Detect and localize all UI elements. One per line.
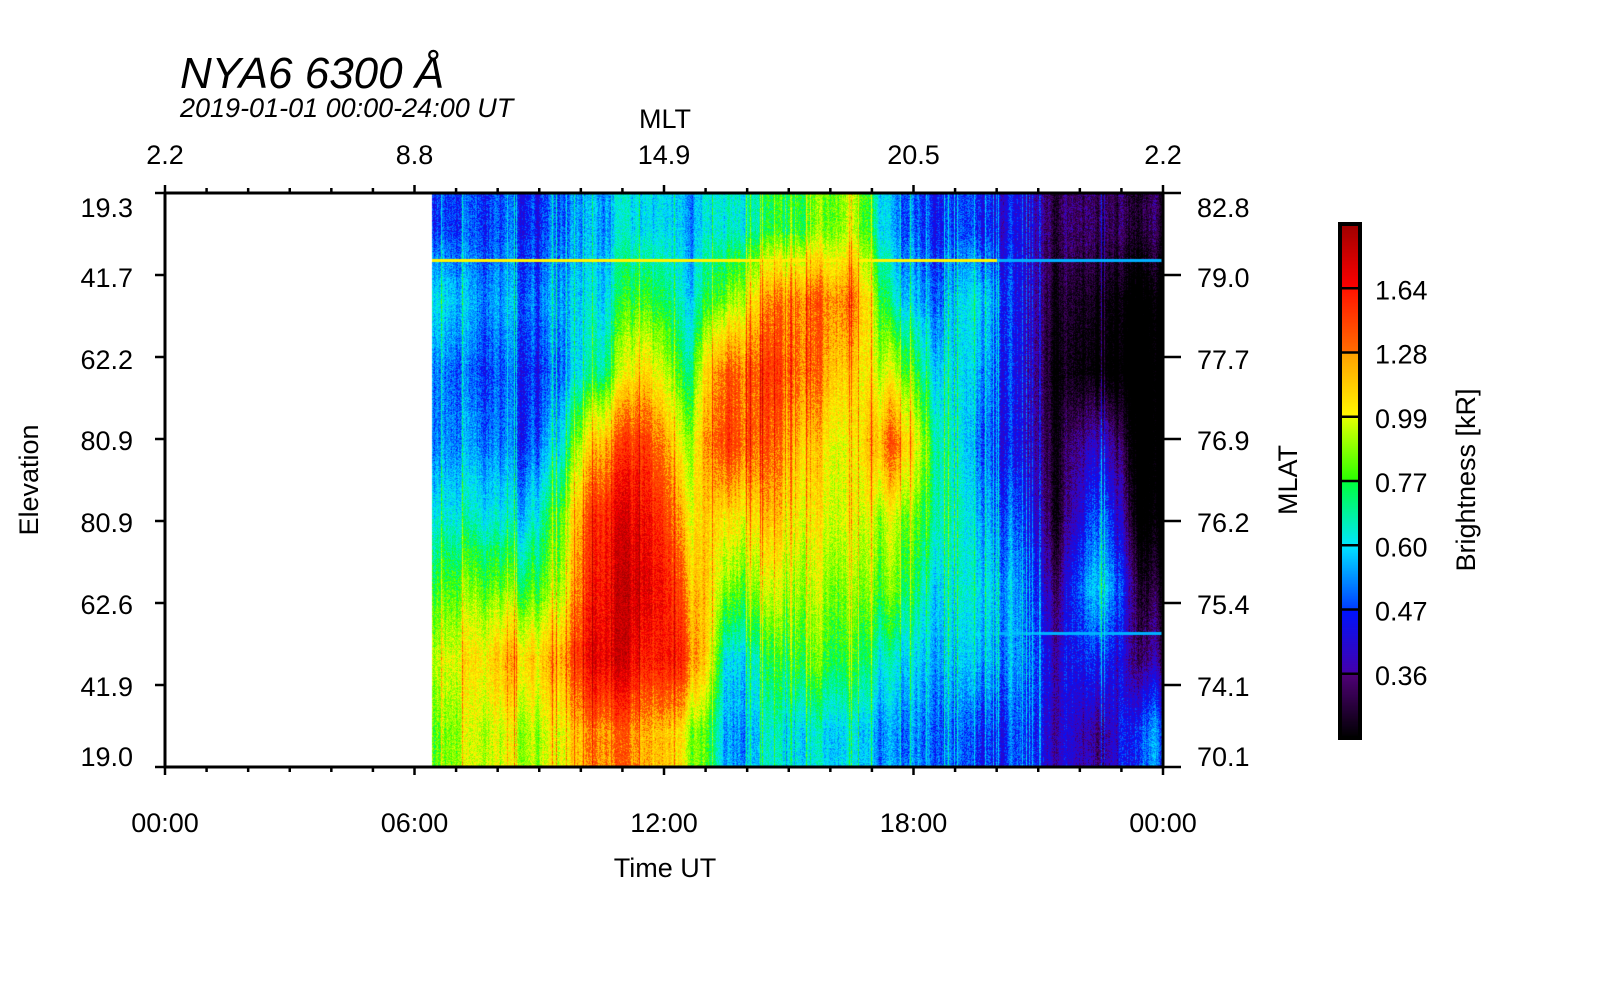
y-left-tick-label: 62.6 [80,590,133,620]
x-tick-label: 12:00 [630,808,698,838]
colorbar-tick-label: 1.28 [1375,340,1428,370]
x-tick-label: 06:00 [381,808,449,838]
right-axis-title: MLAT [1273,445,1303,515]
colorbar-title: Brightness [kR] [1451,388,1481,571]
y-left-tick-label: 19.3 [80,193,133,223]
y-right-tick-label: 76.2 [1197,508,1250,538]
y-axis-title: Elevation [14,424,44,535]
colorbar-tick-label: 1.64 [1375,275,1428,305]
y-right-tick-label: 79.0 [1197,263,1250,293]
colorbar-tick-label: 0.77 [1375,468,1428,498]
plot-frame [163,191,1165,769]
top-tick-label: 14.9 [638,140,691,170]
axes: 00:00 06:00 12:00 18:00 00:00 2.2 8.8 14.9 20.5 2… [80,140,1427,838]
y-right-tick-label: 75.4 [1197,590,1250,620]
y-left-tick-label: 62.2 [80,345,133,375]
x-axis-title: Time UT [614,853,717,883]
colorbar-tick-label: 0.47 [1375,597,1428,627]
y-left-tick-label: 80.9 [80,508,133,538]
y-right-tick-label: 82.8 [1197,193,1250,223]
chart-title: NYA6 6300 Å [180,49,444,98]
top-tick-label: 8.8 [396,140,434,170]
y-left-tick-label: 41.9 [80,672,133,702]
colorbar-tick-label: 0.36 [1375,661,1428,691]
y-right-tick-label: 76.9 [1197,426,1250,456]
colorbar-tick-label: 0.60 [1375,532,1428,562]
top-axis-title: MLT [639,104,691,134]
top-tick-label: 2.2 [1144,140,1182,170]
x-tick-label: 00:00 [1129,808,1197,838]
top-tick-label: 20.5 [887,140,940,170]
y-right-tick-label: 74.1 [1197,672,1250,702]
y-left-tick-label: 80.9 [80,426,133,456]
x-tick-label: 18:00 [880,808,948,838]
chart-subtitle: 2019-01-01 00:00-24:00 UT [179,93,516,123]
colorbar-tick-label: 0.99 [1375,404,1428,434]
x-tick-label: 00:00 [131,808,199,838]
top-tick-label: 2.2 [146,140,184,170]
keogram-heatmap [165,193,1163,767]
y-left-tick-label: 41.7 [80,263,133,293]
y-right-tick-label: 77.7 [1197,345,1250,375]
y-left-tick-label: 19.0 [80,742,133,772]
y-right-tick-label: 70.1 [1197,742,1250,772]
